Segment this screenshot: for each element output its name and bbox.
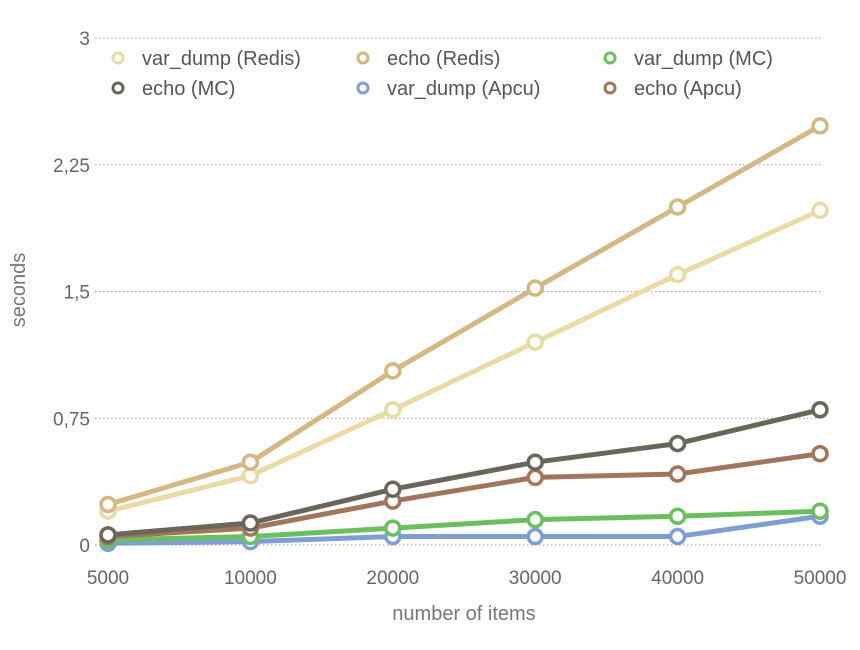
series-line xyxy=(105,407,823,538)
x-tick-label: 30000 xyxy=(509,568,562,589)
legend-marker xyxy=(356,81,370,95)
data-point xyxy=(668,507,687,526)
legend-label: echo (MC) xyxy=(142,78,235,100)
x-axis-ticks: 5000 10000 20000 30000 40000 50000 xyxy=(87,568,847,589)
data-point xyxy=(811,401,829,419)
y-tick-label: 2,25 xyxy=(53,156,90,177)
data-point xyxy=(811,444,829,463)
legend-marker xyxy=(111,51,125,65)
data-point xyxy=(241,514,260,532)
y-tick-label: 3 xyxy=(79,29,90,50)
x-tick-label: 50000 xyxy=(794,568,847,589)
data-point xyxy=(668,527,687,546)
legend-label: var_dump (Apcu) xyxy=(387,78,540,100)
legend-label: var_dump (Redis) xyxy=(142,48,301,70)
legend-marker xyxy=(111,81,125,95)
legend-marker xyxy=(603,51,617,65)
y-tick-label: 0 xyxy=(79,536,90,557)
legend-marker xyxy=(356,51,370,65)
data-point xyxy=(526,510,544,529)
y-axis-title: seconds xyxy=(8,253,30,328)
data-point xyxy=(668,198,687,216)
data-point xyxy=(668,465,687,483)
y-tick-label: 1,5 xyxy=(64,283,90,304)
legend-marker xyxy=(603,81,617,95)
x-tick-label: 20000 xyxy=(366,568,419,589)
data-point xyxy=(241,453,260,471)
data-point xyxy=(668,434,687,453)
x-axis-title: number of items xyxy=(392,603,535,625)
data-point xyxy=(384,362,402,380)
data-point xyxy=(526,333,544,351)
series-line xyxy=(105,123,823,507)
data-point xyxy=(99,526,117,544)
y-axis-ticks: 0 0,75 1,5 2,25 3 xyxy=(53,29,90,557)
series-line xyxy=(105,508,823,543)
series-line xyxy=(105,207,823,514)
x-tick-label: 5000 xyxy=(87,568,129,589)
legend-label: echo (Apcu) xyxy=(634,78,742,100)
data-point xyxy=(384,519,402,537)
legend: var_dump (Redis) echo (Redis) var_dump (MC… xyxy=(111,48,773,100)
data-point xyxy=(668,265,687,284)
data-point xyxy=(526,279,544,297)
data-point xyxy=(811,117,829,135)
x-tick-label: 40000 xyxy=(651,568,704,589)
data-point xyxy=(384,401,402,419)
data-point xyxy=(384,480,402,498)
x-tick-label: 10000 xyxy=(224,568,277,589)
legend-label: var_dump (MC) xyxy=(634,48,773,70)
data-point xyxy=(526,527,544,546)
data-point xyxy=(811,201,829,220)
series-line xyxy=(105,513,823,546)
series-lines xyxy=(99,117,829,553)
data-point xyxy=(811,502,829,520)
data-point xyxy=(526,468,544,487)
data-point xyxy=(526,453,544,471)
data-point xyxy=(99,495,117,514)
series-line xyxy=(105,451,823,540)
grid-lines xyxy=(95,37,822,546)
y-tick-label: 0,75 xyxy=(53,409,90,430)
legend-label: echo (Redis) xyxy=(387,48,500,70)
